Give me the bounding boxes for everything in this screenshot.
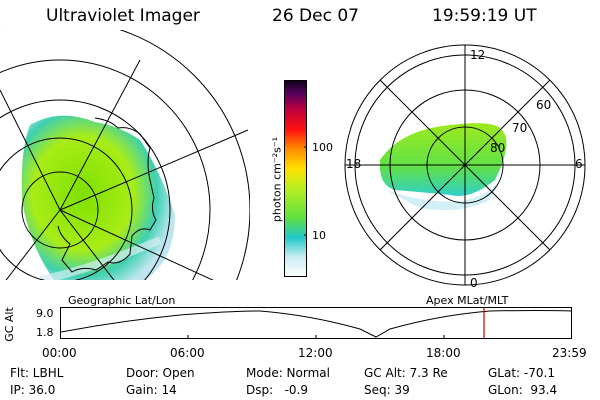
timeline-xtick-1800: 18:00	[426, 346, 461, 360]
aurora-emission-region	[21, 115, 175, 280]
mlat-label-60: 60	[536, 98, 552, 112]
aurora-oval	[379, 123, 507, 196]
latitude-circle	[0, 137, 133, 280]
longitude-line	[59, 209, 214, 280]
altitude-curve	[60, 310, 573, 338]
header-time: 19:59:19 UT	[432, 6, 537, 26]
info-gc-alt: GC Alt: 7.3 Re	[364, 366, 448, 380]
longitude-line	[59, 209, 115, 280]
geographic-image-panel	[0, 30, 250, 280]
header-date: 26 Dec 07	[272, 6, 359, 26]
info-door: Door: Open	[126, 366, 195, 380]
timeline-xtick-2359: 23:59	[552, 346, 587, 360]
timeline-xtick-0000: 00:00	[42, 346, 77, 360]
mlt-line	[379, 79, 551, 251]
right-panel-caption: Apex MLat/MLT	[426, 294, 509, 307]
latitude-circle	[0, 59, 211, 280]
longitude-line	[59, 59, 141, 211]
mlt-label-0: 0	[470, 276, 478, 290]
timeline-xtick-0600: 06:00	[170, 346, 205, 360]
coastline	[57, 117, 157, 273]
left-panel-caption: Geographic Lat/Lon	[68, 294, 176, 307]
app-title: Ultraviolet Imager	[46, 6, 200, 26]
longitude-line	[5, 209, 61, 280]
colorbar	[284, 80, 307, 277]
timeline-ylabel: GC Alt	[2, 307, 16, 342]
info-ip: IP: 36.0	[10, 383, 56, 397]
latitude-circle	[21, 171, 99, 249]
info-filter: Flt: LBHL	[10, 366, 64, 380]
colorbar-tick-10: 10	[312, 229, 326, 242]
mlt-label-6: 6	[575, 157, 583, 171]
mlt-label-18: 18	[346, 157, 362, 171]
info-glat: GLat: -70.1	[488, 366, 555, 380]
mlat-label-80: 80	[490, 141, 506, 155]
colorbar-tick-100: 100	[312, 141, 333, 154]
info-glon: GLon: 93.4	[488, 383, 558, 397]
mlat-label-70: 70	[512, 121, 528, 135]
longitude-line	[0, 89, 61, 211]
timeline-frame	[60, 307, 572, 339]
apex-polar-panel	[344, 44, 586, 286]
info-gain: Gain: 14	[126, 383, 177, 397]
info-dsp: Dsp: -0.9	[246, 383, 309, 397]
latitude-circle	[0, 99, 171, 280]
info-seq: Seq: 39	[364, 383, 410, 397]
mlt-label-12: 12	[470, 48, 486, 62]
timeline-xtick-1200: 12:00	[298, 346, 333, 360]
timeline-ytick-bottom: 1.8	[36, 326, 54, 339]
altitude-timeline	[60, 307, 573, 339]
colorbar-unit-label: photon cm⁻²s⁻¹	[270, 136, 284, 223]
colorbar-gradient	[284, 80, 307, 277]
info-mode: Mode: Normal	[246, 366, 330, 380]
longitude-line	[59, 129, 249, 211]
timeline-ytick-top: 9.0	[36, 307, 54, 320]
